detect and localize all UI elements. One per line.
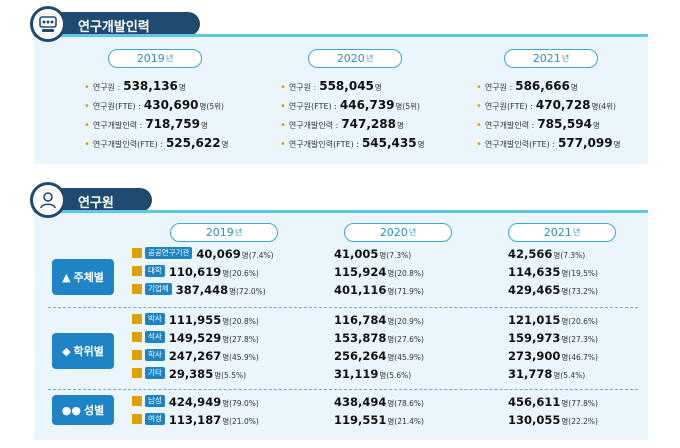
table-cell: 116,784 명 (20.9%) bbox=[334, 313, 424, 327]
building-icon: ▲ bbox=[62, 270, 71, 284]
table-cell: 456,611 명 (77.8%) bbox=[508, 395, 598, 409]
lab-icon bbox=[30, 6, 66, 42]
table-cell: 153,878 명 (27.6%) bbox=[334, 331, 424, 345]
table-cell: 공공연구기관 40,069 명 (7.4%) bbox=[132, 247, 274, 265]
institute-icon bbox=[132, 248, 142, 258]
stats-2020: • 연구원 :558,045 명 • 연구원(FTE) :446,739 명(5위) •… bbox=[280, 79, 425, 155]
table-cell: 남성 424,949 명 (79.0%) bbox=[132, 395, 259, 413]
category-by-degree: ◆ 학위별 bbox=[52, 333, 114, 369]
masters-icon bbox=[132, 332, 142, 342]
divider bbox=[48, 389, 638, 390]
table-cell: 기업체 387,448 명 (72.0%) bbox=[132, 283, 266, 301]
table-cell: 429,465 명 (73.2%) bbox=[508, 283, 598, 297]
table-cell: 401,116 명 (71.9%) bbox=[334, 283, 424, 297]
company-icon bbox=[132, 284, 142, 294]
stat-row: • 연구개발인력(FTE) :525,622 명 bbox=[84, 136, 229, 150]
table-cell: 학사 247,267 명 (45.9%) bbox=[132, 349, 259, 367]
section-title: 연구개발인력 bbox=[78, 20, 150, 35]
table-cell: 31,778 명 (5.4%) bbox=[508, 367, 586, 381]
stat-row: • 연구원(FTE) :470,728 명(4위) bbox=[476, 98, 616, 112]
table-cell: 여성 113,187 명 (21.0%) bbox=[132, 413, 259, 431]
stat-row: • 연구원 :586,666 명 bbox=[476, 79, 578, 93]
people-icon: ●● bbox=[61, 403, 81, 417]
year-pill-2020: 2020 년 bbox=[344, 223, 452, 242]
divider bbox=[48, 307, 638, 308]
table-cell: 기타 29,385 명 (5.5%) bbox=[132, 367, 246, 385]
stat-row: • 연구개발인력(FTE) :577,099 명 bbox=[476, 136, 621, 150]
stats-2019: • 연구원 :538,136 명 • 연구원(FTE) :430,690 명(5위) •… bbox=[84, 79, 229, 155]
researchers-panel: 2019 년 2020 년 2021 년 ▲ 주체별 공공연구기관 40,069 명 (7.… bbox=[34, 210, 648, 440]
stat-row: • 연구원(FTE) :430,690 명(5위) bbox=[84, 98, 224, 112]
table-cell: 159,973 명 (27.3%) bbox=[508, 331, 598, 345]
table-cell: 130,055 명 (22.2%) bbox=[508, 413, 598, 427]
stat-row: • 연구원 :558,045 명 bbox=[280, 79, 382, 93]
stats-2021: • 연구원 :586,666 명 • 연구원(FTE) :470,728 명(4위) •… bbox=[476, 79, 621, 155]
table-cell: 석사 149,529 명 (27.8%) bbox=[132, 331, 259, 349]
female-icon bbox=[132, 414, 142, 424]
category-by-gender: ●● 성별 bbox=[52, 395, 114, 425]
table-cell: 41,005 명 (7.3%) bbox=[334, 247, 412, 261]
table-cell: 121,015 명 (20.6%) bbox=[508, 313, 598, 327]
year-pill-2021: 2021 년 bbox=[504, 49, 598, 68]
table-cell: 438,494 명 (78.6%) bbox=[334, 395, 424, 409]
stat-row: • 연구개발인력 :785,594 명 bbox=[476, 117, 600, 131]
table-cell: 31,119 명 (5.6%) bbox=[334, 367, 412, 381]
year-pill-2021: 2021 년 bbox=[508, 223, 616, 242]
stat-row: • 연구개발인력 :747,288 명 bbox=[280, 117, 404, 131]
table-cell: 114,635 명 (19.5%) bbox=[508, 265, 598, 279]
table-cell: 256,264 명 (45.9%) bbox=[334, 349, 424, 363]
category-by-entity: ▲ 주체별 bbox=[52, 259, 114, 295]
university-icon bbox=[132, 266, 142, 276]
rnd-personnel-panel: 2019 년 2020 년 2021 년 • 연구원 :538,136 명 • 연구원(FT… bbox=[34, 34, 648, 164]
researcher-icon bbox=[30, 182, 66, 218]
section-title: 연구원 bbox=[78, 196, 114, 211]
table-cell: 273,900 명 (46.7%) bbox=[508, 349, 598, 363]
table-cell: 대학 110,619 명 (20.6%) bbox=[132, 265, 259, 283]
stat-row: • 연구개발인력(FTE) :545,435 명 bbox=[280, 136, 425, 150]
table-cell: 119,551 명 (21.4%) bbox=[334, 413, 424, 427]
stat-row: • 연구원(FTE) :446,739 명(5위) bbox=[280, 98, 420, 112]
stat-row: • 연구개발인력 :718,759 명 bbox=[84, 117, 208, 131]
table-cell: 박사 111,955 명 (20.8%) bbox=[132, 313, 259, 331]
year-pill-2019: 2019 년 bbox=[170, 223, 278, 242]
table-cell: 115,924 명 (20.8%) bbox=[334, 265, 424, 279]
graduation-cap-icon: ◆ bbox=[62, 344, 71, 358]
bachelors-icon bbox=[132, 350, 142, 360]
year-pill-2020: 2020 년 bbox=[308, 49, 402, 68]
male-icon bbox=[132, 396, 142, 406]
year-pill-2019: 2019 년 bbox=[108, 49, 202, 68]
doctorate-icon bbox=[132, 314, 142, 324]
stat-row: • 연구원 :538,136 명 bbox=[84, 79, 186, 93]
table-cell: 42,566 명 (7.3%) bbox=[508, 247, 586, 261]
other-degree-icon bbox=[132, 368, 142, 378]
